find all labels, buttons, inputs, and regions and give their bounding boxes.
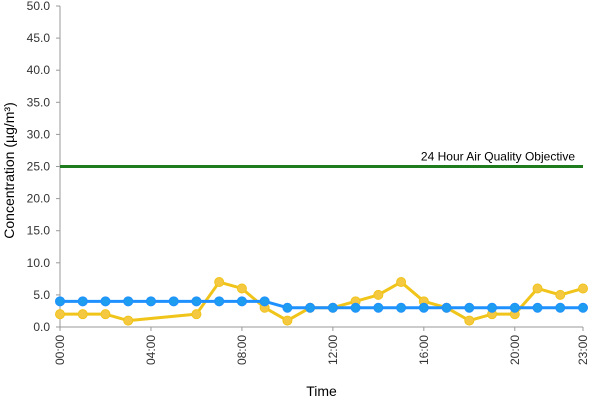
- data-point: [418, 302, 429, 313]
- data-point: [168, 296, 179, 307]
- x-tick-label: 12:00: [326, 335, 340, 365]
- data-point: [532, 283, 543, 294]
- data-point: [487, 302, 498, 313]
- data-point: [396, 277, 407, 288]
- x-tick-label: 23:00: [576, 335, 590, 365]
- data-point: [77, 309, 88, 320]
- data-point: [509, 302, 520, 313]
- air-quality-objective-label: 24 Hour Air Quality Objective: [421, 150, 575, 164]
- x-tick-label: 04:00: [144, 335, 158, 365]
- series-2: [55, 296, 588, 313]
- data-point: [373, 289, 384, 300]
- y-tick-label: 50.0: [27, 0, 51, 13]
- data-point: [100, 309, 111, 320]
- data-point: [191, 296, 202, 307]
- data-point: [578, 283, 588, 294]
- y-tick-label: 5.0: [33, 288, 50, 302]
- y-tick-label: 10.0: [27, 256, 51, 270]
- y-tick-label: 25.0: [27, 160, 51, 174]
- x-axis-title: Time: [306, 383, 337, 399]
- y-axis-title: Concentration (µg/m³): [1, 102, 17, 238]
- data-point: [532, 302, 543, 313]
- y-tick-label: 40.0: [27, 63, 51, 77]
- y-tick-label: 45.0: [27, 31, 51, 45]
- data-point: [214, 277, 225, 288]
- series-line: [60, 280, 584, 323]
- reference-line-group: 24 Hour Air Quality Objective: [60, 150, 583, 168]
- y-tick-label: 15.0: [27, 224, 51, 238]
- series-line: [60, 299, 583, 310]
- data-point: [282, 315, 293, 326]
- data-point: [55, 309, 65, 320]
- data-point: [464, 315, 475, 326]
- data-point: [578, 302, 588, 313]
- x-tick-label: 00:00: [53, 335, 67, 365]
- y-tick-label: 0.0: [33, 320, 50, 334]
- data-point: [123, 315, 134, 326]
- x-tick-label: 16:00: [417, 335, 431, 365]
- y-tick-label: 35.0: [27, 95, 51, 109]
- data-point: [555, 289, 566, 300]
- x-tick-label: 20:00: [508, 335, 522, 365]
- data-point: [123, 296, 134, 307]
- data-point: [55, 296, 65, 307]
- series: [55, 277, 588, 326]
- y-tick-label: 20.0: [27, 192, 51, 206]
- data-point: [145, 296, 156, 307]
- data-point: [236, 283, 247, 294]
- data-point: [100, 296, 111, 307]
- data-point: [77, 296, 88, 307]
- data-point: [396, 302, 407, 313]
- data-point: [327, 302, 338, 313]
- x-tick-label: 08:00: [235, 335, 249, 365]
- data-point: [555, 302, 566, 313]
- data-point: [214, 296, 225, 307]
- data-point: [350, 302, 361, 313]
- y-tick-label: 30.0: [27, 127, 51, 141]
- data-point: [259, 296, 270, 307]
- data-point: [282, 302, 293, 313]
- data-point: [305, 302, 316, 313]
- data-point: [236, 296, 247, 307]
- data-point: [373, 302, 384, 313]
- data-point: [464, 302, 475, 313]
- y-axis-ticks: 0.0 5.0 10.0 15.0 20.0 25.0 30.0 35.0 40.0 45.0 50…: [27, 0, 60, 334]
- x-axis-ticks: 00:00 04:00 08:00 12:00 16:00 20:00 23:00: [53, 327, 590, 365]
- data-point: [191, 309, 202, 320]
- data-point: [441, 302, 452, 313]
